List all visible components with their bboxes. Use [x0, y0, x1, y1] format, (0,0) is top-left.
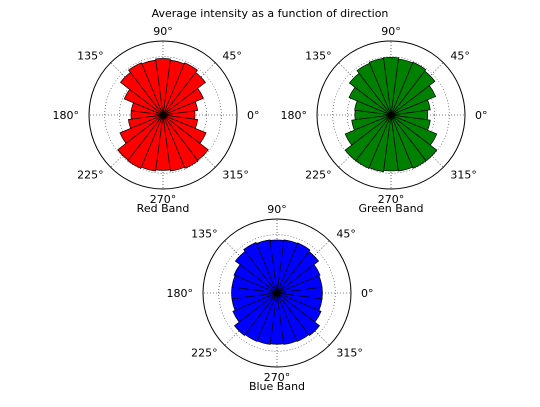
blue-bar-345deg: [276, 292, 323, 311]
green-bar-120deg: [356, 62, 392, 116]
red-bar-120deg: [128, 62, 164, 116]
polar-chart-red: 0° 45° 90° 135° 180° 225° 270° 315° Red Band: [53, 25, 260, 215]
red-bar-135deg: [119, 71, 164, 116]
angle-label: 180°: [281, 109, 308, 122]
polar-chart-green: 0° 45° 90° 135° 180° 225° 270° 315° Green Band: [281, 25, 488, 215]
angle-label: 45°: [222, 50, 242, 63]
radius-gridline: [332, 56, 450, 174]
angle-label: 270°: [378, 193, 405, 206]
angle-label: 45°: [450, 50, 470, 63]
angle-label: 225°: [77, 168, 104, 181]
red-bar-240deg: [127, 114, 164, 169]
blue-bar-225deg: [233, 292, 278, 337]
angle-label: 135°: [191, 228, 218, 241]
red-bar-60deg: [162, 62, 198, 116]
angle-label: 180°: [167, 287, 194, 300]
green-bar-60deg: [390, 61, 427, 116]
blue-bar-60deg: [276, 242, 311, 294]
blue-bar-330deg: [276, 292, 322, 323]
polar-chart-blue: 0° 45° 90° 135° 180° 225° 270° 315° Blue Band: [167, 203, 374, 393]
radius-gridline: [218, 234, 336, 352]
angle-label: 90°: [267, 203, 287, 216]
angle-label: 315°: [336, 346, 363, 359]
blue-bar-150deg: [233, 264, 278, 294]
green-band-label: Green Band: [358, 202, 423, 215]
angle-label: 270°: [264, 371, 291, 384]
figure-title: Average intensity as a function of direc…: [152, 7, 389, 20]
green-bar-330deg: [390, 114, 438, 146]
angle-label: 180°: [53, 109, 80, 122]
angle-label: 0°: [475, 109, 488, 122]
green-bar-345deg: [390, 114, 431, 131]
green-bar-105deg: [368, 57, 392, 116]
red-bar-255deg: [140, 114, 164, 172]
green-bar-165deg: [354, 100, 392, 116]
angle-label: 225°: [191, 346, 218, 359]
green-bar-240deg: [355, 114, 392, 169]
red-bar-150deg: [123, 88, 164, 116]
red-bar-330deg: [162, 114, 207, 144]
blue-bar-240deg: [244, 292, 278, 342]
red-band-label: Red Band: [137, 202, 190, 215]
green-bar-255deg: [368, 114, 392, 173]
green-bar-150deg: [348, 86, 392, 116]
angle-label: 0°: [247, 109, 260, 122]
angle-label: 0°: [361, 287, 374, 300]
angle-label: 225°: [305, 168, 332, 181]
radius-gridline: [119, 71, 207, 159]
red-bar-90deg: [155, 58, 171, 116]
angle-label: 90°: [153, 25, 173, 38]
blue-bar-135deg: [234, 250, 278, 294]
angle-label: 315°: [222, 168, 249, 181]
green-bar-90deg: [383, 56, 399, 116]
blue-bar-315deg: [276, 292, 321, 337]
angle-label: 270°: [150, 193, 177, 206]
radius-gridline: [347, 71, 435, 159]
angle-label: 45°: [336, 228, 356, 241]
radius-gridline: [104, 56, 222, 174]
green-bar-315deg: [390, 114, 438, 162]
blue-band-label: Blue Band: [249, 380, 305, 393]
blue-bar-120deg: [243, 241, 278, 294]
angle-label: 90°: [381, 25, 401, 38]
angle-label: 135°: [77, 50, 104, 63]
blue-bar-75deg: [276, 239, 298, 294]
red-bar-315deg: [162, 114, 209, 161]
red-bar-300deg: [162, 114, 199, 169]
blue-bar-255deg: [256, 292, 278, 345]
angle-label: 135°: [305, 50, 332, 63]
angle-label: 315°: [450, 168, 477, 181]
red-bar-345deg: [162, 114, 199, 129]
green-bar-135deg: [348, 72, 392, 116]
